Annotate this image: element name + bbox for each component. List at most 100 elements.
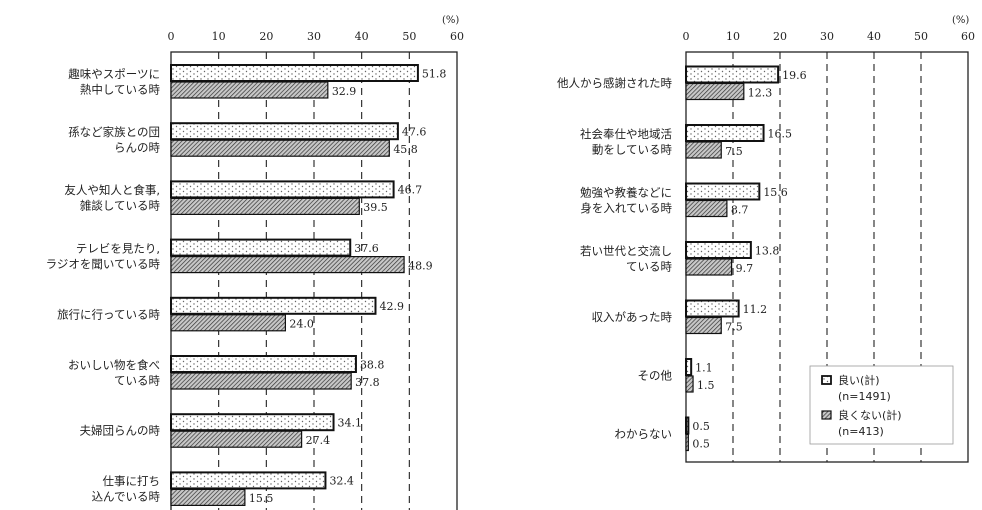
chart-right: (%) 0 10 20 30 40 50 60 19.6 12.3 16.5 7.5 15.6 8.7… — [557, 15, 976, 463]
right-bar-good-0 — [685, 65, 780, 84]
right-tick-label-5: 50 — [914, 30, 928, 43]
right-category-label-3-0: 若い世代と交流し — [580, 244, 672, 258]
right-bars: 19.612.316.57.515.68.713.89.711.27.51.11… — [685, 65, 807, 452]
right-category-label-4-0: 収入があった時 — [592, 310, 673, 324]
right-bar-good-4 — [685, 299, 740, 318]
left-category-label-3-0: テレビを見たり, — [76, 241, 160, 255]
right-bar-good-2 — [685, 182, 761, 201]
right-category-label-3-1: ている時 — [626, 259, 672, 273]
left-category-label-0-1: 熱中している時 — [80, 82, 161, 96]
left-value-bad-7: 15.5 — [249, 492, 274, 505]
right-bar-bad-1 — [685, 141, 722, 159]
right-value-good-6: 0.5 — [692, 420, 710, 433]
right-bar-bad-0 — [685, 82, 745, 101]
right-value-bad-1: 7.5 — [725, 145, 743, 158]
right-bar-bad-3 — [685, 258, 733, 276]
right-value-good-3: 13.8 — [755, 244, 780, 257]
right-tick-label-0: 0 — [683, 30, 690, 43]
left-bar-bad-2 — [170, 197, 360, 215]
left-value-bad-4: 24.0 — [289, 318, 314, 331]
right-category-labels: 他人から感謝された時社会奉仕や地域活動をしている時勉強や教養などに身を入れている… — [557, 76, 672, 441]
legend-box — [809, 365, 954, 445]
left-value-bad-3: 48.9 — [408, 259, 433, 272]
left-bar-good-2 — [170, 180, 395, 199]
left-tick-label-0: 0 — [168, 30, 175, 43]
right-axis-ticks: 0 10 20 30 40 50 60 — [683, 30, 976, 43]
right-category-label-6-0: わからない — [615, 427, 673, 441]
left-tick-label-3: 30 — [307, 30, 321, 43]
left-bars: 51.8 32.9 47.6 45.8 46.7 39.5 37.6 48.9 42.9 24.0… — [170, 64, 447, 506]
left-category-label-2-0: 友人や知人と食事, — [64, 183, 160, 197]
left-value-good-0: 51.8 — [422, 67, 447, 80]
left-bar-bad-6 — [170, 430, 303, 448]
right-bar-good-5 — [685, 358, 693, 376]
left-bar-bad-5 — [170, 372, 352, 390]
right-value-good-0: 19.6 — [782, 69, 807, 82]
right-value-good-4: 11.2 — [743, 303, 768, 316]
left-category-label-1-0: 孫など家族との団 — [68, 125, 160, 139]
right-bar-good-1 — [685, 124, 765, 142]
right-category-label-2-1: 身を入れている時 — [580, 201, 672, 215]
left-value-good-5: 38.8 — [360, 358, 385, 371]
legend-swatch-bad — [821, 410, 832, 420]
right-bar-bad-4 — [685, 316, 722, 335]
left-category-label-5-0: おいしい物を食べ — [68, 358, 160, 372]
right-tick-label-6: 60 — [961, 30, 975, 43]
right-tick-label-1: 10 — [726, 30, 740, 43]
left-bar-good-3 — [170, 238, 352, 257]
right-tick-label-3: 30 — [820, 30, 834, 43]
left-category-label-3-1: ラジオを聞いている時 — [46, 257, 161, 271]
right-value-good-2: 15.6 — [763, 186, 788, 199]
legend-n-good: (n=1491) — [838, 390, 891, 403]
right-bar-bad-2 — [685, 199, 728, 218]
left-category-label-1-1: らんの時 — [114, 140, 160, 154]
right-bar-good-3 — [685, 241, 752, 259]
left-bar-good-0 — [170, 64, 419, 82]
chart-left: (%) 0 10 20 30 40 50 60 51.8 32.9 47.6 45.8 46.7 39… — [46, 15, 464, 510]
right-value-bad-0: 12.3 — [748, 86, 773, 99]
left-value-bad-1: 45.8 — [393, 143, 418, 156]
left-value-good-7: 32.4 — [329, 475, 354, 488]
right-value-bad-3: 9.7 — [736, 262, 754, 275]
legend-swatch-good — [821, 375, 832, 385]
left-value-good-6: 34.1 — [338, 416, 363, 429]
right-category-label-1-0: 社会奉仕や地域活 — [580, 127, 672, 141]
left-bar-good-6 — [170, 413, 335, 432]
legend: 良い(計) (n=1491) 良くない(計) (n=413) — [809, 365, 954, 445]
right-category-label-5-0: その他 — [638, 369, 673, 383]
left-value-good-3: 37.6 — [354, 242, 379, 255]
left-category-label-4-0: 旅行に行っている時 — [57, 307, 160, 321]
left-value-bad-6: 27.4 — [306, 434, 331, 447]
right-value-good-5: 1.1 — [695, 361, 713, 374]
left-bar-good-4 — [170, 296, 377, 315]
right-value-bad-4: 7.5 — [725, 320, 743, 333]
right-category-label-0-0: 他人から感謝された時 — [557, 76, 672, 90]
left-tick-label-1: 10 — [212, 30, 226, 43]
left-bar-bad-3 — [170, 256, 405, 274]
left-plot-frame — [170, 51, 458, 510]
right-bar-bad-5 — [685, 375, 694, 393]
left-value-bad-5: 37.8 — [355, 376, 380, 389]
left-bar-good-5 — [170, 355, 357, 373]
left-bar-bad-4 — [170, 314, 287, 332]
left-value-good-1: 47.6 — [402, 125, 427, 138]
left-category-label-7-0: 仕事に打ち — [103, 474, 161, 488]
right-category-label-2-0: 勉強や教養などに — [580, 185, 672, 199]
left-value-good-2: 46.7 — [398, 184, 423, 197]
left-unit-label: (%) — [442, 15, 459, 26]
right-bar-bad-6 — [685, 433, 689, 452]
left-axis-ticks: 0 10 20 30 40 50 60 — [168, 30, 465, 43]
right-tick-label-2: 20 — [773, 30, 787, 43]
right-value-bad-6: 0.5 — [692, 437, 710, 450]
right-value-good-1: 16.5 — [768, 127, 793, 140]
left-bar-bad-0 — [170, 81, 329, 99]
left-tick-label-6: 60 — [450, 30, 464, 43]
left-bar-good-7 — [170, 471, 327, 490]
left-value-good-4: 42.9 — [379, 300, 404, 313]
left-bar-bad-1 — [170, 139, 390, 157]
right-category-label-1-1: 動をしている時 — [592, 142, 673, 156]
right-tick-label-4: 40 — [867, 30, 881, 43]
left-category-label-2-1: 雑談している時 — [80, 199, 161, 213]
